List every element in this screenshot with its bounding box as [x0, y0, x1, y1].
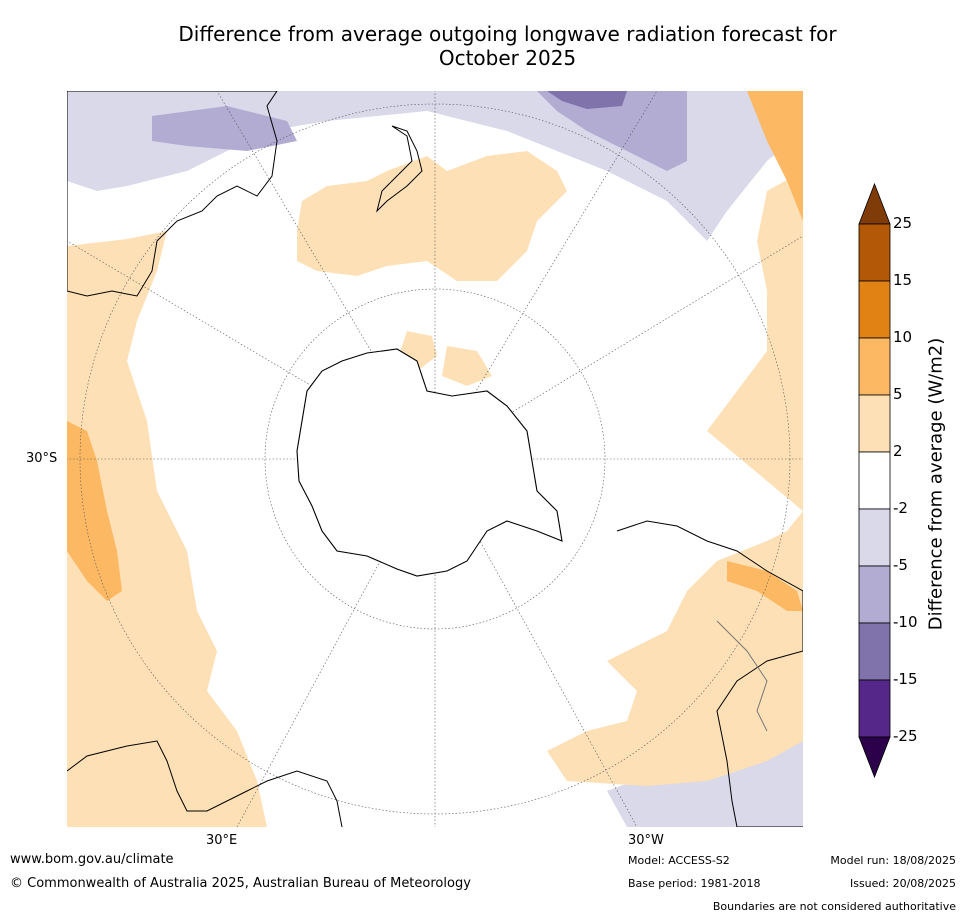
footer-disclaimer: Boundaries are not considered authoritat…	[712, 900, 956, 913]
map-title: Difference from average outgoing longwav…	[110, 22, 905, 70]
lon-label-30e: 30°E	[206, 833, 238, 848]
south-america-outline	[616, 520, 803, 827]
colorbar-tick-label: -5	[893, 556, 908, 574]
colorbar-tick-label: 2	[893, 442, 903, 460]
region-indian-ocean-increased	[67, 231, 267, 827]
colorbar-segment	[858, 280, 891, 339]
colorbar-segment	[858, 394, 891, 453]
colorbar-tick-label: 5	[893, 385, 903, 403]
colorbar-segment	[858, 565, 891, 624]
colorbar-tick-label: -15	[893, 670, 918, 688]
footer-issued: Issued: 20/08/2025	[849, 877, 956, 890]
region-pacific-north-mid-2	[537, 91, 687, 171]
footer-website[interactable]: www.bom.gov.au/climate	[10, 852, 174, 867]
region-new-zealand-increased	[297, 151, 567, 281]
region-south-america-strong	[747, 91, 803, 221]
colorbar-tick-label: -10	[893, 613, 918, 631]
colorbar-tick-label: 25	[893, 214, 913, 232]
footer-model-run: Model run: 18/08/2025	[830, 854, 956, 867]
antarctica-outline	[296, 348, 563, 577]
colorbar-arrow-top	[858, 182, 891, 225]
colorbar-tick-label: 15	[893, 271, 913, 289]
africa-outline	[67, 740, 343, 827]
colorbar-segment	[858, 679, 891, 738]
colorbar-segment	[858, 337, 891, 396]
region-indian-ocean-strong	[67, 421, 122, 601]
region-antarctic-peninsula-increased	[397, 331, 492, 436]
colorbar-segment	[858, 622, 891, 681]
colorbar	[855, 180, 965, 790]
polar-map	[67, 91, 803, 827]
region-south-america-strong-2	[727, 561, 803, 611]
footer-copyright: © Commonwealth of Australia 2025, Austra…	[10, 876, 471, 891]
australia-outline	[67, 91, 278, 297]
title-line-2: October 2025	[438, 46, 577, 70]
title-line-1: Difference from average outgoing longwav…	[178, 22, 837, 46]
colorbar-arrow-bottom	[858, 736, 891, 779]
colorbar-segment	[858, 508, 891, 567]
footer-base-period: Base period: 1981-2018	[628, 877, 761, 890]
colorbar-segment	[858, 223, 891, 282]
colorbar-tick-label: -2	[893, 499, 908, 517]
lat-label-30s: 30°S	[26, 451, 58, 466]
region-south-america-increased	[547, 171, 803, 786]
lon-label-30w: 30°W	[628, 833, 664, 848]
colorbar-tick-label: 10	[893, 328, 913, 346]
colorbar-segment	[858, 451, 891, 510]
footer-model: Model: ACCESS-S2	[628, 854, 730, 867]
region-pacific-north-mid	[152, 106, 297, 151]
colorbar-title: Difference from average (W/m2)	[925, 337, 947, 631]
south-america-borders	[716, 620, 768, 732]
region-pacific-north-strong	[547, 91, 627, 109]
region-australia-reduced	[67, 91, 112, 136]
new-zealand-outline	[376, 125, 423, 213]
colorbar-tick-label: -25	[893, 727, 918, 745]
